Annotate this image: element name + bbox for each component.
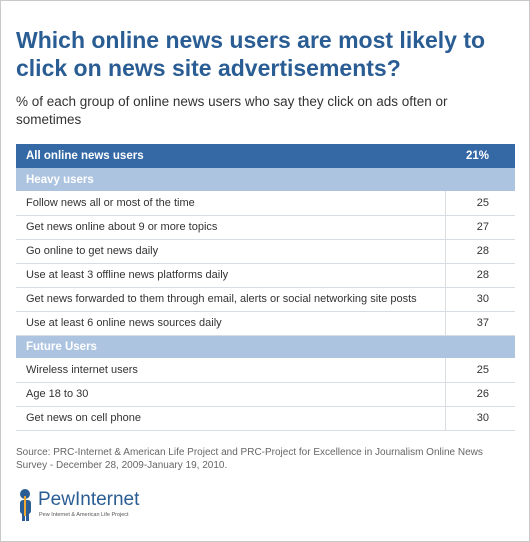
summary-value: 21%	[445, 144, 515, 168]
row-label: Use at least 6 online news sources daily	[16, 311, 445, 336]
pew-internet-logo: PewInternet Pew Internet & American Life…	[16, 486, 216, 526]
group-header-label: Future Users	[16, 335, 515, 358]
summary-row: All online news users 21%	[16, 144, 515, 168]
row-value: 26	[444, 382, 515, 407]
row-label: Get news on cell phone	[16, 406, 445, 431]
data-table: All online news users 21% Heavy users Fol…	[16, 144, 515, 431]
row-label: Go online to get news daily	[16, 239, 445, 264]
logo-word-2: Internet	[74, 489, 140, 510]
table-row: Use at least 6 online news sources daily…	[16, 311, 515, 336]
row-value: 37	[444, 311, 515, 336]
group-header-row: Heavy users	[16, 168, 515, 191]
logo-wordmark: PewInternet	[38, 489, 139, 511]
group-header-label: Heavy users	[16, 168, 515, 191]
table-row: Go online to get news daily 28	[16, 239, 515, 264]
table-row: Wireless internet users 25	[16, 358, 515, 383]
table-row: Get news forwarded to them through email…	[16, 287, 515, 312]
summary-label: All online news users	[16, 144, 445, 168]
row-value: 25	[444, 358, 515, 383]
row-value: 30	[444, 406, 515, 431]
table-body: All online news users 21% Heavy users Fol…	[16, 144, 515, 431]
row-value: 27	[444, 215, 515, 240]
row-label: Get news forwarded to them through email…	[16, 287, 445, 312]
table-row: Follow news all or most of the time 25	[16, 191, 515, 216]
row-label: Use at least 3 offline news platforms da…	[16, 263, 445, 288]
row-label: Get news online about 9 or more topics	[16, 215, 445, 240]
table-row: Get news on cell phone 30	[16, 406, 515, 431]
row-label: Follow news all or most of the time	[16, 191, 445, 216]
group-header-row: Future Users	[16, 335, 515, 358]
row-value: 28	[444, 239, 515, 264]
row-label: Age 18 to 30	[16, 382, 445, 407]
table-row: Get news online about 9 or more topics 27	[16, 215, 515, 240]
table-row: Age 18 to 30 26	[16, 382, 515, 407]
row-label: Wireless internet users	[16, 358, 445, 383]
row-value: 30	[444, 287, 515, 312]
chart-title: Which online news users are most likely …	[16, 27, 486, 81]
table-row: Use at least 3 offline news platforms da…	[16, 263, 515, 288]
source-note: Source: PRC-Internet & American Life Pro…	[16, 447, 483, 471]
logo-word-1: Pew	[38, 489, 75, 510]
chart-subtitle: % of each group of online news users who…	[16, 94, 448, 127]
row-value: 25	[444, 191, 515, 216]
logo-tagline: Pew Internet & American Life Project	[39, 512, 129, 518]
pew-person-icon	[20, 489, 31, 521]
row-value: 28	[444, 263, 515, 288]
